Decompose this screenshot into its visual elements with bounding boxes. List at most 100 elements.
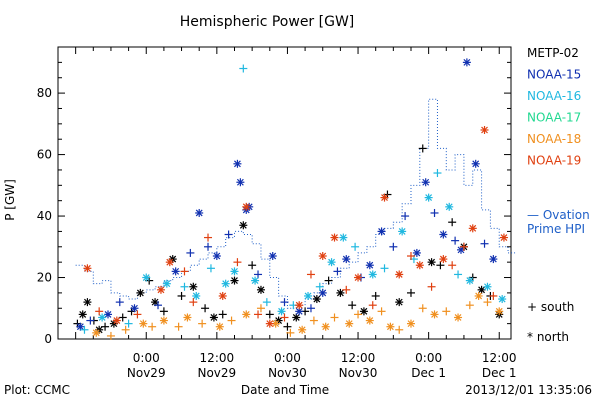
x-tick-label: 0:00: [415, 351, 442, 365]
point-stroke: [478, 286, 486, 294]
point-stroke: [398, 227, 406, 235]
point-stroke: [466, 277, 474, 285]
point-stroke: [242, 310, 250, 318]
x-tick-label: Nov30: [339, 366, 378, 380]
y-axis: 0 20 40 60 80: [37, 61, 511, 346]
north-point: [359, 307, 368, 316]
legend-entry: NOAA-18: [527, 132, 581, 146]
point-stroke: [395, 298, 403, 306]
south-point: [354, 310, 363, 319]
south-point: [465, 301, 474, 310]
point-stroke: [475, 292, 483, 300]
north-point: [412, 248, 421, 257]
south-point: [418, 144, 427, 153]
north-point: [230, 276, 239, 285]
south-point: [459, 242, 468, 251]
point-stroke: [92, 329, 100, 337]
north-point: [218, 291, 227, 300]
point-stroke: [79, 310, 87, 318]
legend-entry: NOAA-15: [527, 68, 581, 82]
south-point: [227, 316, 236, 325]
north-point: [439, 255, 448, 264]
point-stroke: [463, 58, 471, 66]
north-point: [230, 267, 239, 276]
north-point: [215, 322, 224, 331]
point-stroke: [278, 307, 285, 315]
south-point: [201, 304, 210, 313]
south-point: [401, 212, 410, 221]
south-point: [280, 298, 289, 307]
north-point: [406, 319, 415, 328]
north-point: [439, 230, 448, 239]
chart-title: Hemispheric Power [GW]: [180, 14, 355, 30]
point-stroke: [234, 160, 241, 168]
south-point: [224, 230, 233, 239]
north-point: [327, 258, 336, 267]
ovation-prime-line: [75, 98, 517, 309]
point-stroke: [142, 274, 150, 281]
point-stroke: [413, 249, 421, 257]
south-point: [454, 270, 463, 279]
north-point: [430, 310, 439, 319]
footer-timestamp: 2013/12/01 13:35:06: [465, 383, 592, 397]
north-point: [298, 325, 307, 334]
south-point: [124, 319, 133, 328]
y-tick-label: 40: [37, 209, 52, 223]
north-point: [104, 310, 113, 319]
south-point: [254, 270, 263, 279]
north-point: [304, 291, 313, 300]
north-point: [239, 221, 248, 230]
north-point: [427, 258, 436, 267]
point-stroke: [366, 261, 374, 269]
point-stroke: [136, 289, 144, 297]
north-point: [212, 252, 221, 261]
point-stroke: [222, 280, 230, 288]
north-point: [136, 288, 145, 297]
south-point: [451, 236, 460, 245]
north-point: [292, 313, 301, 322]
ovation-step-line: [75, 98, 517, 309]
point-stroke: [498, 295, 506, 303]
x-tick-label: 0:00: [133, 351, 160, 365]
x-tick-label: Nov29: [197, 366, 236, 380]
south-point: [204, 242, 213, 251]
north-point: [462, 58, 471, 67]
north-point: [268, 252, 277, 261]
point-stroke: [395, 271, 403, 278]
north-point: [483, 282, 492, 291]
south-point: [286, 328, 295, 337]
point-stroke: [160, 317, 168, 324]
south-point: [206, 264, 215, 273]
south-point: [180, 282, 189, 291]
south-point: [324, 276, 333, 285]
north-point: [242, 202, 251, 211]
north-point: [354, 273, 363, 282]
north-point: [318, 288, 327, 297]
point-stroke: [378, 227, 385, 235]
x-tick-label: Dec 1: [482, 366, 517, 380]
north-point: [233, 159, 242, 168]
south-point: [333, 267, 342, 276]
north-point: [295, 301, 304, 310]
point-stroke: [454, 314, 462, 321]
south-point: [159, 307, 168, 316]
point-stroke: [104, 310, 112, 318]
point-stroke: [319, 252, 327, 260]
south-point: [389, 242, 398, 251]
north-point: [130, 304, 139, 313]
south-point: [180, 267, 189, 276]
south-point: [256, 304, 265, 313]
north-point: [489, 255, 498, 264]
north-point: [192, 291, 201, 300]
north-point: [330, 233, 339, 242]
north-point: [83, 264, 92, 273]
south-point: [315, 282, 324, 291]
point-stroke: [172, 267, 180, 275]
point-stroke: [192, 292, 200, 300]
point-stroke: [131, 304, 138, 312]
south-point: [427, 282, 436, 291]
point-stroke: [381, 194, 388, 202]
north-point: [98, 313, 107, 322]
north-point: [321, 322, 330, 331]
